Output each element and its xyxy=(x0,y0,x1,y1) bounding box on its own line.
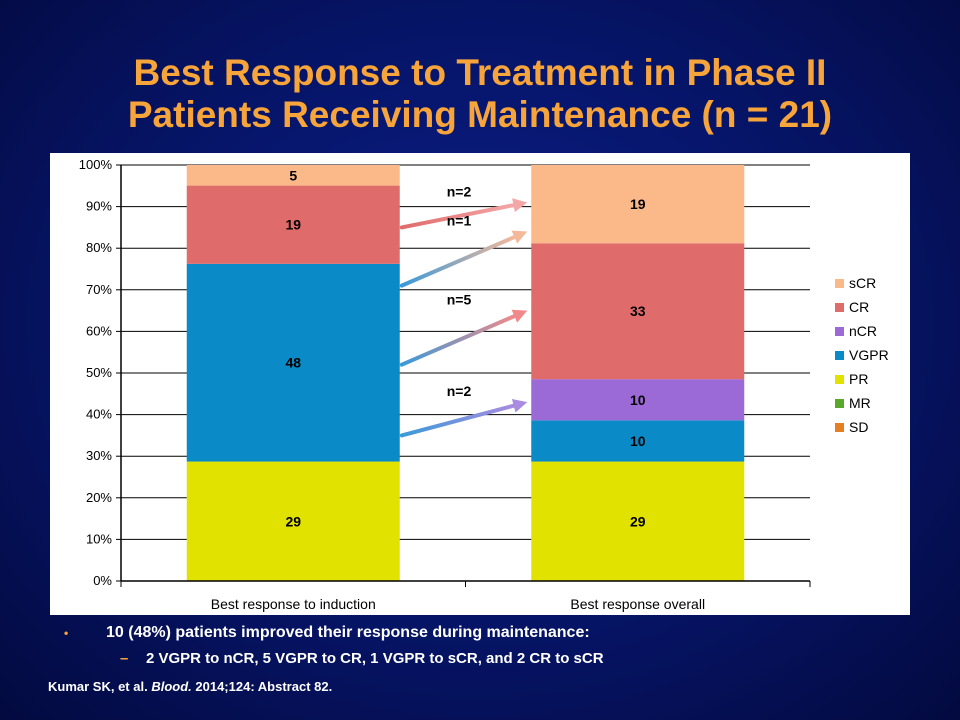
legend-label-ncr: nCR xyxy=(849,323,877,339)
annotation-label: n=2 xyxy=(447,183,472,199)
data-label: 33 xyxy=(630,303,646,319)
bullet-sub-text: 2 VGPR to nCR, 5 VGPR to CR, 1 VGPR to s… xyxy=(146,650,604,667)
data-label: 5 xyxy=(289,167,297,183)
bar-segment-pr xyxy=(531,461,745,581)
annotation-arrow xyxy=(399,403,516,438)
legend-swatch-vgpr xyxy=(835,351,844,360)
bullet-marker: • xyxy=(64,626,69,640)
arrow-head xyxy=(511,230,528,244)
annotation-arrow xyxy=(399,314,517,367)
x-tick-label: Best response to induction xyxy=(211,596,376,612)
data-label: 10 xyxy=(630,433,646,449)
y-tick-label: 10% xyxy=(86,531,112,546)
y-tick-label: 20% xyxy=(86,490,112,505)
y-tick-label: 70% xyxy=(86,282,112,297)
data-label: 19 xyxy=(285,217,301,233)
stacked-bar-chart: 0% 10% 20% 30% 40% 50% 60% 70% 80% 90% 100% 29 48 19 5… xyxy=(79,157,889,612)
bullet-list: • 10 (48%) patients improved their respo… xyxy=(64,622,604,670)
sub-bullet-item: – 2 VGPR to nCR, 5 VGPR to CR, 1 VGPR to… xyxy=(64,648,604,670)
annotation-label: n=1 xyxy=(447,213,472,229)
citation-details: 2014;124: Abstract 82. xyxy=(195,679,333,694)
citation: Kumar SK, et al. Blood. 2014;124: Abstra… xyxy=(48,679,332,694)
bar-segment-scr xyxy=(531,165,745,244)
legend-swatch-sd xyxy=(835,423,844,432)
y-tick-label: 40% xyxy=(86,407,112,422)
legend-swatch-scr xyxy=(835,279,844,288)
arrow-head xyxy=(512,198,528,213)
x-tick-label: Best response overall xyxy=(570,596,705,612)
legend-label-sd: SD xyxy=(849,419,868,435)
legend-label-vgpr: VGPR xyxy=(849,347,889,363)
annotation-arrow xyxy=(399,203,516,230)
data-label: 48 xyxy=(285,355,301,371)
bar-segment-vgpr xyxy=(531,420,745,462)
sub-bullet-marker: – xyxy=(120,650,129,667)
y-tick-label: 30% xyxy=(86,448,112,463)
annotation-arrow xyxy=(399,235,517,288)
legend-label-mr: MR xyxy=(849,395,871,411)
bar-segment-cr xyxy=(531,243,745,380)
y-tick-label: 100% xyxy=(79,157,113,172)
title-line-1: Best Response to Treatment in Phase II xyxy=(133,52,827,93)
y-tick-label: 90% xyxy=(86,199,112,214)
data-label: 29 xyxy=(630,513,646,529)
y-tick-label: 50% xyxy=(86,365,112,380)
bar-segment-ncr xyxy=(531,379,745,421)
bullet-item: • 10 (48%) patients improved their respo… xyxy=(64,622,604,644)
y-tick-label: 0% xyxy=(93,573,112,588)
annotation-label: n=2 xyxy=(447,383,472,399)
chart-panel: 0% 10% 20% 30% 40% 50% 60% 70% 80% 90% 100% 29 48 19 5… xyxy=(50,153,910,615)
data-label: 10 xyxy=(630,392,646,408)
bar-segment-pr xyxy=(186,461,400,581)
legend-label-pr: PR xyxy=(849,371,868,387)
arrow-head xyxy=(511,309,528,323)
legend-swatch-pr xyxy=(835,375,844,384)
arrow-head xyxy=(511,398,528,413)
data-label: 29 xyxy=(285,513,301,529)
slide-title: Best Response to Treatment in Phase II P… xyxy=(0,52,960,136)
legend-label-cr: CR xyxy=(849,299,869,315)
bar-segment-scr xyxy=(186,165,400,186)
bar-segment-cr xyxy=(186,185,400,264)
legend-swatch-mr xyxy=(835,399,844,408)
y-tick-label: 60% xyxy=(86,323,112,338)
legend-swatch-ncr xyxy=(835,327,844,336)
legend-swatch-cr xyxy=(835,303,844,312)
annotation-label: n=5 xyxy=(447,292,472,308)
bullet-main-text: 10 (48%) patients improved their respons… xyxy=(106,624,590,641)
title-line-2: Patients Receiving Maintenance (n = 21) xyxy=(127,94,833,135)
bar-segment-vgpr xyxy=(186,263,400,462)
data-label: 19 xyxy=(630,196,646,212)
citation-authors: Kumar SK, et al. xyxy=(48,679,148,694)
legend-label-scr: sCR xyxy=(849,275,876,291)
y-tick-label: 80% xyxy=(86,240,112,255)
citation-journal: Blood. xyxy=(151,679,192,694)
